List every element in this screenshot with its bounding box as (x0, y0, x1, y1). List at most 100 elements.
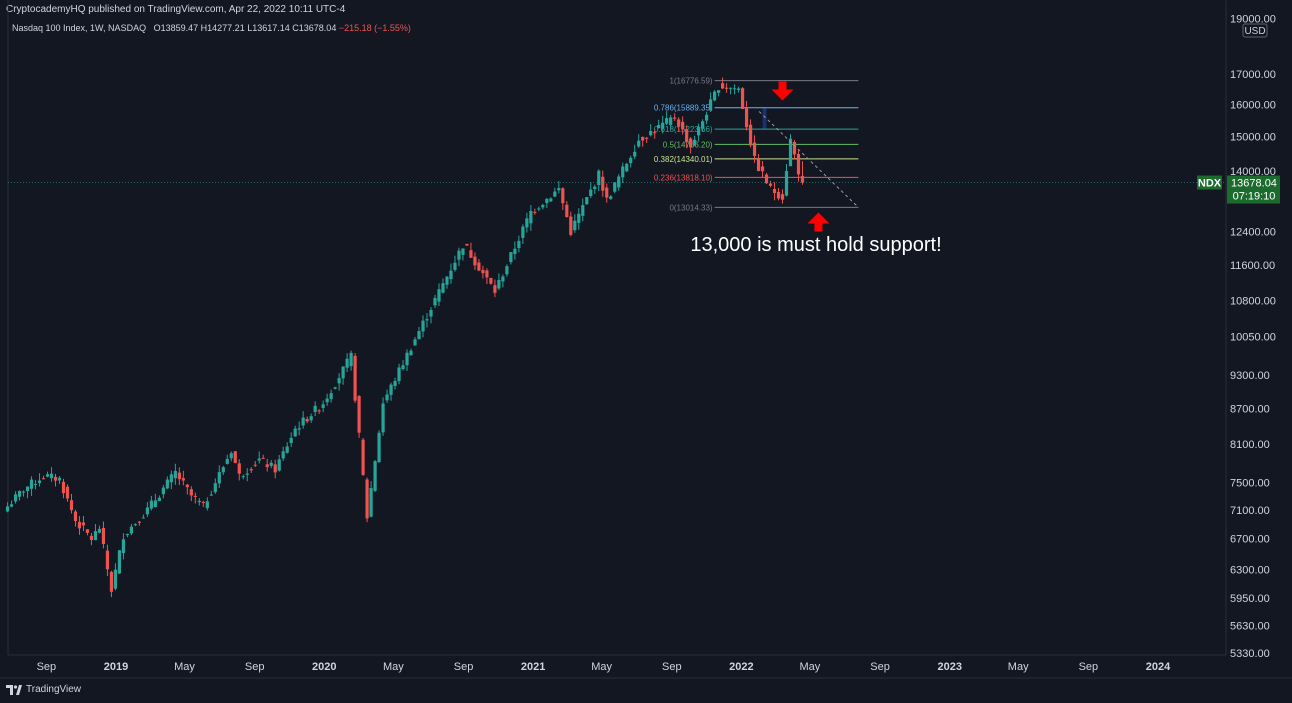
candle-body (581, 205, 585, 216)
candle-body (764, 174, 769, 184)
candle-body (321, 404, 325, 408)
fib-label-0.618: 0.618(15223.66) (654, 125, 713, 134)
candle-body (205, 501, 209, 509)
y-tick-label: 15000.00 (1230, 131, 1276, 143)
x-tick-label: Sep (245, 661, 265, 673)
candle-body (37, 480, 42, 484)
candle-body (465, 243, 469, 246)
candle-body (780, 194, 785, 200)
candle-body (193, 495, 197, 497)
candle-body (461, 248, 465, 255)
candle-body (61, 481, 66, 494)
candle-body (337, 378, 341, 384)
bar-countdown: 07:19:10 (1233, 191, 1276, 203)
x-tick-label: Sep (454, 661, 474, 673)
candle-body (397, 367, 401, 382)
x-tick-label: May (383, 661, 404, 673)
fib-label-1: 1(16776.59) (669, 77, 712, 86)
candle-body (709, 99, 713, 111)
candle-body (429, 309, 433, 317)
candle-body (732, 88, 737, 90)
candle-body (593, 186, 597, 190)
candle-body (325, 398, 329, 403)
footer-branding[interactable]: TradingView (6, 684, 81, 695)
candle-body (533, 211, 537, 213)
y-tick-label: 12400.00 (1230, 226, 1276, 238)
candle-body (93, 531, 98, 541)
candle-body (113, 569, 118, 589)
legend-change: −215.18 (−1.55%) (338, 23, 411, 33)
x-tick-label: 2023 (937, 661, 961, 673)
candle-body (661, 122, 665, 129)
candle-body (389, 384, 393, 395)
candle-body (565, 204, 569, 218)
candle-body (217, 472, 221, 484)
candle-body (261, 457, 265, 459)
candle-body (181, 478, 185, 481)
candle-body (381, 403, 385, 433)
candle-body (597, 170, 601, 186)
candle-body (241, 476, 245, 478)
candle-body (253, 464, 257, 466)
candle-body (677, 119, 681, 127)
candle-body (5, 506, 10, 512)
candle-body (756, 159, 761, 171)
candle-body (740, 88, 745, 109)
symbol-description[interactable]: Nasdaq 100 Index, 1W, NASDAQ (12, 23, 147, 33)
tradingview-logo-icon (6, 684, 22, 695)
time-axis[interactable]: Sep 2019 May Sep 2020 May Sep 2021 May Sep 2022 May… (37, 661, 1172, 673)
candle-body (405, 352, 409, 366)
x-tick-label: May (174, 661, 195, 673)
fib-trend-line[interactable] (758, 111, 859, 208)
candle-body (517, 240, 521, 249)
candle-body (289, 437, 293, 444)
candle-body (473, 256, 477, 266)
candle-body (617, 176, 621, 188)
candle-body (481, 269, 485, 274)
candle-body (97, 528, 102, 533)
candle-body (109, 571, 114, 592)
candle-body (776, 192, 781, 199)
candle-body (333, 387, 337, 389)
last-price-marker: NDX 13678.04 07:19:10 (8, 175, 1280, 204)
candle-body (329, 393, 333, 400)
candle-body (85, 529, 90, 533)
candle-body (525, 218, 529, 228)
currency-label[interactable]: USD (1244, 26, 1265, 37)
last-price-tag (1227, 175, 1280, 204)
candle-body (285, 446, 289, 453)
candle-body (792, 141, 797, 155)
candle-body (377, 432, 381, 463)
candle-body (33, 483, 38, 485)
candle-body (81, 522, 86, 526)
candle-body (425, 319, 429, 321)
fib-label-0.382: 0.382(14340.01) (654, 155, 713, 164)
x-tick-label: May (800, 661, 821, 673)
candle-body (705, 114, 709, 121)
candle-body (513, 248, 517, 254)
support-annotation[interactable]: 13,000 is must hold support! (690, 234, 941, 256)
y-tick-label: 5330.00 (1230, 648, 1270, 660)
candle-body (744, 108, 749, 128)
candle-body (281, 451, 285, 459)
candle-body (45, 474, 50, 477)
y-tick-label: 19000.00 (1230, 13, 1276, 25)
candle-body (573, 220, 577, 231)
legend-high: H14277.21 (200, 23, 245, 33)
x-tick-label: May (1008, 661, 1029, 673)
legend-low: L13617.14 (247, 23, 290, 33)
candle-body (433, 297, 437, 306)
candle-body (541, 205, 545, 208)
candle-body (41, 478, 46, 480)
candle-body (297, 428, 301, 430)
candle-body (257, 458, 261, 461)
candle-body (637, 140, 641, 147)
price-axis[interactable]: 19000.00 17000.00 16000.00 15000.00 14000.00… (1230, 13, 1276, 659)
x-tick-label: 2024 (1146, 661, 1171, 673)
candle-body (361, 439, 365, 475)
candle-body (689, 138, 693, 148)
candle-body (393, 380, 397, 387)
candle-body (25, 486, 30, 492)
y-tick-label: 8700.00 (1230, 403, 1270, 415)
